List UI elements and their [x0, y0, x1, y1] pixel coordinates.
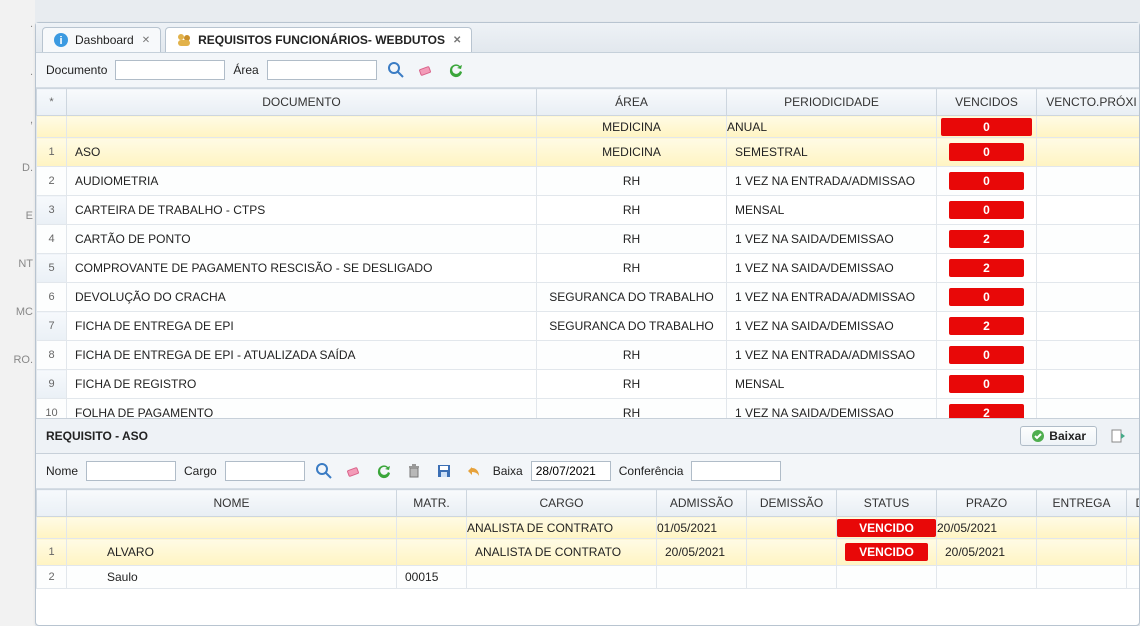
upper-filter-bar: Documento Área — [36, 53, 1139, 88]
table-row[interactable]: 6DEVOLUÇÃO DO CRACHASEGURANCA DO TRABALH… — [37, 283, 1140, 312]
upper-filter-row[interactable]: MEDICINAANUAL0 — [37, 116, 1140, 138]
col-prazo[interactable]: PRAZO — [937, 490, 1037, 517]
people-icon — [176, 32, 192, 48]
conferencia-input[interactable] — [691, 461, 781, 481]
baixa-label: Baixa — [493, 464, 523, 478]
table-row[interactable]: 1ASOMEDICINASEMESTRAL0 — [37, 138, 1140, 167]
main-panel: i Dashboard ✕ REQUISITOS FUNCIONÁRIOS- W… — [35, 22, 1140, 626]
close-icon[interactable]: ✕ — [453, 35, 461, 46]
lower-title: REQUISITO - ASO — [46, 429, 148, 443]
table-row[interactable]: 10FOLHA DE PAGAMENTORH1 VEZ NA SAIDA/DEM… — [37, 399, 1140, 419]
save-icon[interactable] — [433, 460, 455, 482]
nome-label: Nome — [46, 464, 78, 478]
col-admissao[interactable]: ADMISSÃO — [657, 490, 747, 517]
table-row[interactable]: 5COMPROVANTE DE PAGAMENTO RESCISÃO - SE … — [37, 254, 1140, 283]
conferencia-label: Conferência — [619, 464, 684, 478]
rownum-header — [37, 490, 67, 517]
col-nome[interactable]: NOME — [67, 490, 397, 517]
undo-icon[interactable] — [463, 460, 485, 482]
tab-dashboard[interactable]: i Dashboard ✕ — [42, 27, 161, 52]
refresh-icon[interactable] — [445, 59, 467, 81]
refresh-icon[interactable] — [373, 460, 395, 482]
table-row[interactable]: 2AUDIOMETRIARH1 VEZ NA ENTRADA/ADMISSAO0 — [37, 167, 1140, 196]
eraser-icon[interactable] — [415, 59, 437, 81]
info-icon: i — [53, 32, 69, 48]
lower-toolbar: Nome Cargo Baixa Conferência — [36, 454, 1139, 489]
tab-main-label: REQUISITOS FUNCIONÁRIOS- WEBDUTOS — [198, 33, 445, 47]
upper-grid-header: * DOCUMENTO ÁREA PERIODICIDADE VENCIDOS … — [37, 89, 1140, 116]
lower-grid-header: NOME MATR. CARGO ADMISSÃO DEMISSÃO STATU… — [37, 490, 1140, 517]
close-icon[interactable]: ✕ — [142, 35, 150, 46]
lower-section-header: REQUISITO - ASO Baixar — [36, 418, 1139, 454]
col-area[interactable]: ÁREA — [537, 89, 727, 116]
documento-input[interactable] — [115, 60, 225, 80]
svg-text:i: i — [59, 35, 62, 47]
table-row[interactable]: 7FICHA DE ENTREGA DE EPISEGURANCA DO TRA… — [37, 312, 1140, 341]
table-row[interactable]: 8FICHA DE ENTREGA DE EPI - ATUALIZADA SA… — [37, 341, 1140, 370]
col-demissao[interactable]: DEMISSÃO — [747, 490, 837, 517]
area-input[interactable] — [267, 60, 377, 80]
table-row[interactable]: 3CARTEIRA DE TRABALHO - CTPSRHMENSAL0 — [37, 196, 1140, 225]
col-status[interactable]: STATUS — [837, 490, 937, 517]
documento-label: Documento — [46, 63, 107, 77]
col-cargo[interactable]: CARGO — [467, 490, 657, 517]
baixar-button[interactable]: Baixar — [1020, 426, 1097, 446]
baixar-label: Baixar — [1049, 429, 1086, 443]
col-matr[interactable]: MATR. — [397, 490, 467, 517]
search-icon[interactable] — [385, 59, 407, 81]
cargo-label: Cargo — [184, 464, 217, 478]
col-entrega[interactable]: ENTREGA — [1037, 490, 1127, 517]
col-vencto-prox[interactable]: VENCTO.PRÓXI — [1037, 89, 1140, 116]
baixa-input[interactable] — [531, 461, 611, 481]
table-row[interactable]: 1ALVAROANALISTA DE CONTRATO20/05/2021VEN… — [37, 539, 1140, 566]
col-documento[interactable]: DOCUMENTO — [67, 89, 537, 116]
tab-main[interactable]: REQUISITOS FUNCIONÁRIOS- WEBDUTOS ✕ — [165, 27, 472, 52]
left-cropped-edge: ..,D.ENTMCRO. — [0, 0, 35, 626]
lower-grid: NOME MATR. CARGO ADMISSÃO DEMISSÃO STATU… — [36, 489, 1139, 589]
area-label: Área — [233, 63, 258, 77]
col-periodicidade[interactable]: PERIODICIDADE — [727, 89, 937, 116]
nome-input[interactable] — [86, 461, 176, 481]
trash-icon[interactable] — [403, 460, 425, 482]
upper-grid: * DOCUMENTO ÁREA PERIODICIDADE VENCIDOS … — [36, 88, 1139, 418]
table-row[interactable]: 9FICHA DE REGISTRORHMENSAL0 — [37, 370, 1140, 399]
rownum-header: * — [37, 89, 67, 116]
table-row[interactable]: 4CARTÃO DE PONTORH1 VEZ NA SAIDA/DEMISSA… — [37, 225, 1140, 254]
search-icon[interactable] — [313, 460, 335, 482]
table-row[interactable]: 2Saulo00015 — [37, 566, 1140, 589]
col-di[interactable]: DI — [1127, 490, 1140, 517]
tab-bar: i Dashboard ✕ REQUISITOS FUNCIONÁRIOS- W… — [36, 23, 1139, 53]
cargo-input[interactable] — [225, 461, 305, 481]
export-icon[interactable] — [1107, 425, 1129, 447]
col-vencidos[interactable]: VENCIDOS — [937, 89, 1037, 116]
lower-filter-row[interactable]: ANALISTA DE CONTRATO01/05/2021VENCIDO20/… — [37, 517, 1140, 539]
eraser-icon[interactable] — [343, 460, 365, 482]
tab-dashboard-label: Dashboard — [75, 33, 134, 47]
